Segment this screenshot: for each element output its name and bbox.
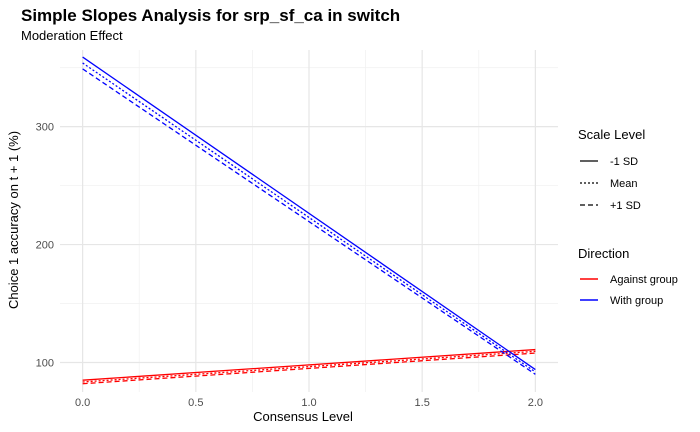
y-axis-ticks: 100 200 300 xyxy=(36,122,54,370)
y-tick-label: 300 xyxy=(36,122,54,134)
legend-scale-level: Scale Level -1 SD Mean +1 SD xyxy=(578,127,645,212)
x-axis-title: Consensus Level xyxy=(253,409,353,424)
legend-scale-title: Scale Level xyxy=(578,127,645,142)
x-tick-label: 1.0 xyxy=(301,397,316,409)
series-line-with-group-mean xyxy=(82,62,536,373)
x-tick-label: 0.5 xyxy=(188,397,203,409)
series-line-against-group-plus1sd xyxy=(82,352,536,385)
chart-subtitle: Moderation Effect xyxy=(21,28,123,43)
legend-direction: Direction Against group With group xyxy=(578,246,678,307)
legend-label-mean: Mean xyxy=(610,178,638,190)
series-line-with-group-plus1sd xyxy=(82,68,536,375)
legend-label-plus-1sd: +1 SD xyxy=(610,200,641,212)
y-tick-label: 200 xyxy=(36,240,54,252)
x-axis-ticks: 0.0 0.5 1.0 1.5 2.0 xyxy=(75,397,543,409)
legend-label-against-group: Against group xyxy=(610,274,678,286)
series-layer xyxy=(82,56,536,385)
x-tick-label: 0.0 xyxy=(75,397,90,409)
x-tick-label: 1.5 xyxy=(415,397,430,409)
legend-direction-title: Direction xyxy=(578,246,629,261)
y-axis-title: Choice 1 accuracy on t + 1 (%) xyxy=(6,131,21,309)
series-line-with-group-minus1sd xyxy=(82,56,536,371)
x-tick-label: 2.0 xyxy=(528,397,543,409)
series-line-against-group-minus1sd xyxy=(82,348,536,381)
legend-label-with-group: With group xyxy=(610,295,663,307)
chart-title: Simple Slopes Analysis for srp_sf_ca in … xyxy=(21,6,400,25)
legend-label-minus-1sd: -1 SD xyxy=(610,156,638,168)
grid xyxy=(60,50,558,392)
y-tick-label: 100 xyxy=(36,358,54,370)
